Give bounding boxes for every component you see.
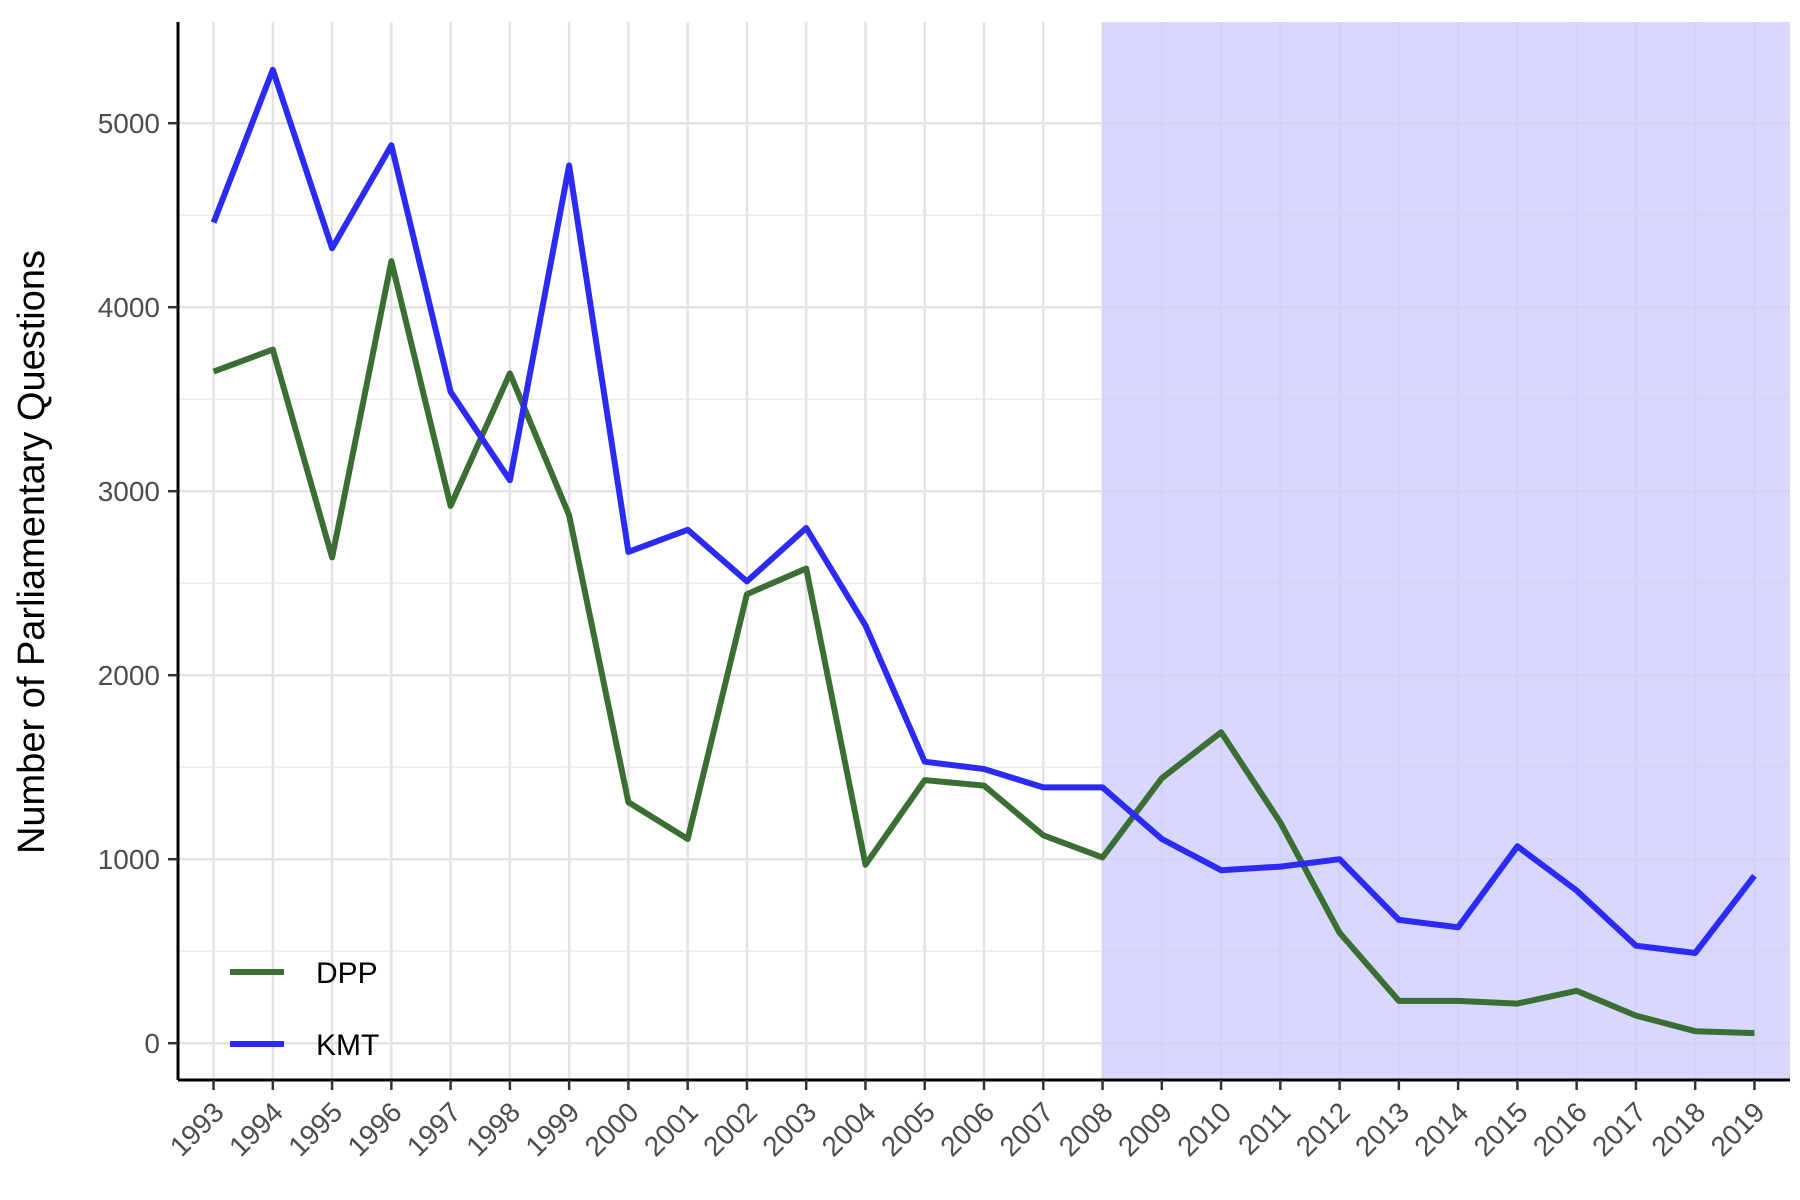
y-tick-label: 2000 (98, 660, 160, 691)
series-line-dpp (212, 258, 1755, 1037)
y-tick-label: 1000 (98, 844, 160, 875)
x-tick-label: 2006 (934, 1096, 1000, 1162)
legend-item-kmt: KMT (230, 1029, 379, 1062)
x-tick-label: 1995 (282, 1096, 348, 1162)
x-tick-label: 2011 (1232, 1096, 1297, 1161)
x-tick-label: 2009 (1112, 1096, 1178, 1162)
x-tick-label: 2004 (816, 1096, 882, 1162)
legend-label: KMT (316, 1029, 379, 1062)
legend: DPP KMT (230, 957, 379, 1062)
legend-label: DPP (316, 957, 378, 990)
y-tick-label: 0 (144, 1028, 160, 1059)
x-tick-label: 1997 (401, 1096, 467, 1162)
x-tick-label: 2003 (756, 1096, 822, 1162)
x-tick-label: 2007 (994, 1096, 1060, 1162)
x-tick-label: 2008 (1053, 1096, 1119, 1162)
x-tick-label: 1993 (164, 1096, 230, 1162)
x-tick-label: 2015 (1468, 1096, 1534, 1162)
shaded-period (1102, 22, 1790, 1080)
series-lines (210, 66, 1757, 1037)
y-tick-label: 5000 (98, 108, 160, 139)
x-tick-label: 2012 (1290, 1096, 1356, 1162)
x-tick-label: 1998 (460, 1096, 526, 1162)
series-line-kmt (210, 66, 1757, 956)
x-tick-label: 2010 (1171, 1096, 1237, 1162)
x-tick-label: 1999 (519, 1096, 585, 1162)
x-tick-label: 2019 (1705, 1096, 1771, 1162)
x-tick-label: 2002 (697, 1096, 763, 1162)
x-tick-labels: 1993199419951996199719981999200020012002… (164, 1080, 1771, 1162)
y-tick-label: 3000 (98, 476, 160, 507)
x-tick-label: 2016 (1527, 1096, 1593, 1162)
x-tick-label: 2018 (1645, 1096, 1711, 1162)
shaded-period-layer (1102, 22, 1790, 1080)
x-tick-label: 1994 (223, 1096, 289, 1162)
x-tick-label: 2017 (1586, 1096, 1652, 1162)
x-tick-label: 2013 (1349, 1096, 1415, 1162)
y-tick-label: 4000 (98, 292, 160, 323)
x-tick-label: 2005 (875, 1096, 941, 1162)
y-axis-title: Number of Parliamentary Questions (11, 250, 53, 854)
x-tick-label: 1996 (342, 1096, 408, 1162)
legend-item-dpp: DPP (230, 957, 378, 990)
y-tick-labels: 0 1000 2000 3000 4000 5000 (98, 108, 178, 1059)
x-tick-label: 2000 (579, 1096, 645, 1162)
x-tick-label: 2014 (1408, 1096, 1474, 1162)
x-tick-label: 2001 (638, 1096, 704, 1162)
